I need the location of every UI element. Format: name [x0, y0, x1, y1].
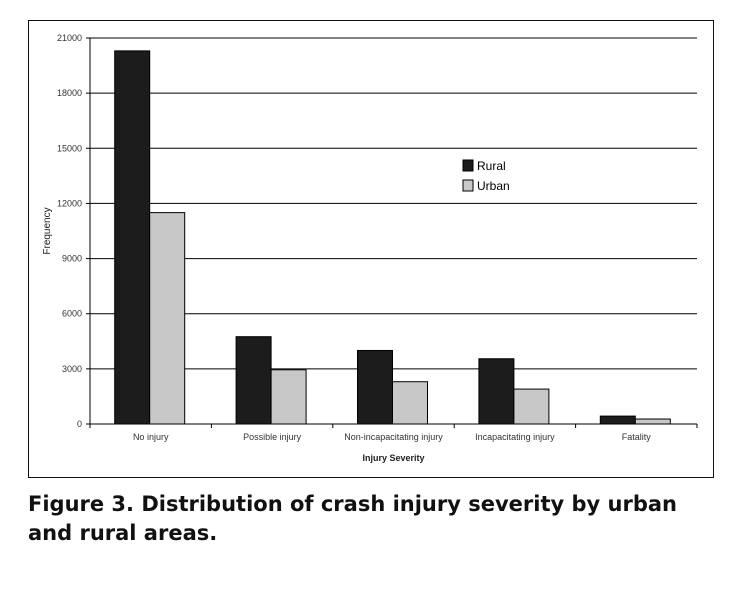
legend-swatch-urban [462, 179, 474, 192]
bar-urban [634, 418, 671, 425]
bar-rural [599, 415, 636, 425]
figure-caption: Figure 3. Distribution of crash injury s… [28, 492, 677, 545]
y-tick-label: 9000 [62, 254, 82, 264]
bar-urban [149, 212, 186, 425]
y-tick-label: 21000 [57, 33, 82, 43]
bar-rural [235, 336, 272, 425]
y-tick-label: 3000 [62, 364, 82, 374]
x-tick-label: Fatality [622, 432, 652, 442]
y-tick-label: 6000 [62, 309, 82, 319]
x-axis-title: Injury Severity [362, 453, 424, 463]
x-tick-label: Possible injury [243, 432, 302, 442]
bar-urban [270, 369, 307, 425]
y-tick-label: 0 [77, 419, 82, 429]
x-tick-label: No injury [133, 432, 169, 442]
bar-rural [357, 349, 393, 425]
bar-urban [513, 388, 550, 425]
y-tick-label: 18000 [57, 88, 82, 98]
legend-label-urban: Urban [477, 179, 510, 193]
y-axis-title: Frequency [42, 207, 53, 254]
y-tick-label: 12000 [57, 198, 82, 208]
x-tick-label: Non-incapacitating injury [344, 432, 443, 442]
legend-label-rural: Rural [477, 159, 506, 173]
y-tick-label: 15000 [57, 143, 82, 153]
bar-urban [392, 381, 428, 425]
bar-rural [114, 50, 151, 425]
bar-rural [478, 358, 515, 425]
legend-swatch-rural [462, 159, 474, 172]
x-tick-label: Incapacitating injury [475, 432, 555, 442]
